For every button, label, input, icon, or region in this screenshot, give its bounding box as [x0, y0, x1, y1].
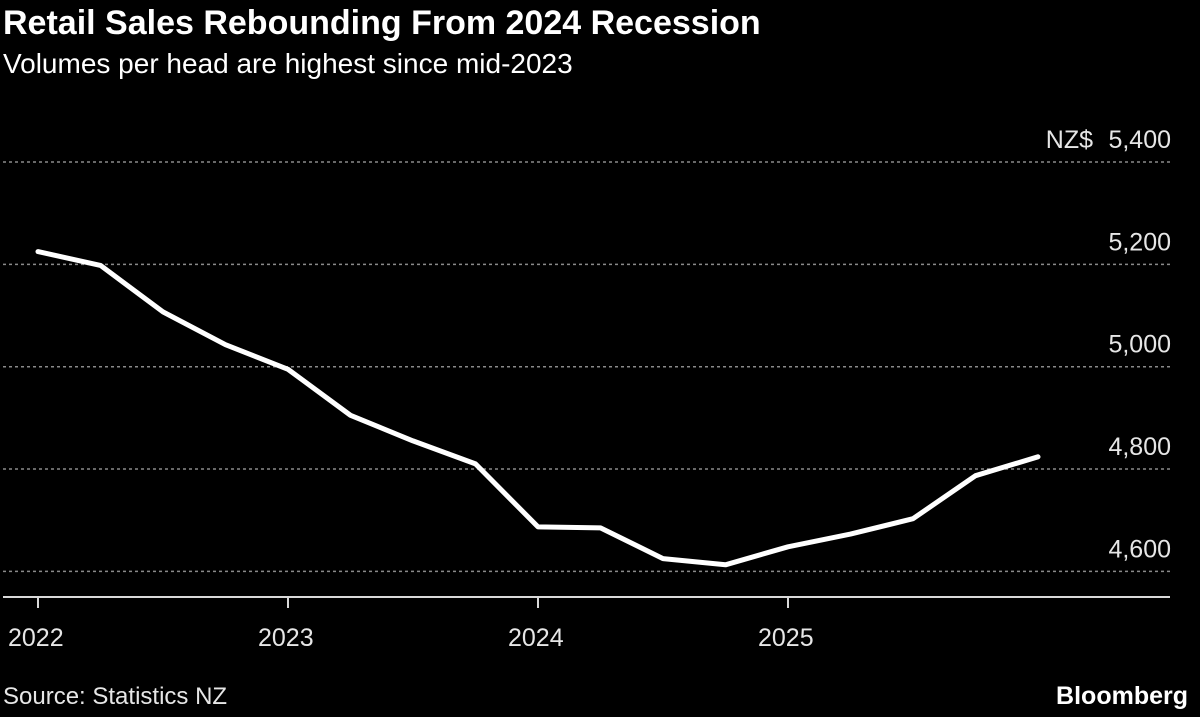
y-tick-label-5200: 5,200: [1108, 228, 1171, 256]
x-tick-label-2024: 2024: [508, 624, 564, 652]
y-tick-label-4600: 4,600: [1108, 535, 1171, 563]
series-layer: [35, 249, 1041, 568]
x-tick-label-2025: 2025: [758, 624, 814, 652]
y-tick-label-4800: 4,800: [1108, 433, 1171, 461]
chart-title: Retail Sales Rebounding From 2024 Recess…: [3, 4, 761, 42]
x-tick-label-2023: 2023: [258, 624, 314, 652]
x-axis-ticks: 2022 2023 2024 2025: [8, 597, 814, 652]
y-tick-label-5000: 5,000: [1108, 331, 1171, 359]
chart-subtitle: Volumes per head are highest since mid-2…: [3, 48, 573, 79]
y-axis-unit-label: NZ$: [1046, 126, 1093, 154]
source-note: Source: Statistics NZ: [3, 683, 228, 710]
y-tick-label-5400: 5,400: [1108, 126, 1171, 154]
bloomberg-logo: Bloomberg: [1056, 682, 1188, 710]
y-axis-labels: NZ$ 4,600 4,800 5,000 5,200 5,400: [1046, 126, 1171, 563]
x-tick-label-2022: 2022: [8, 624, 64, 652]
grid-layer: [3, 161, 1170, 573]
series-line-0: [35, 249, 1041, 568]
